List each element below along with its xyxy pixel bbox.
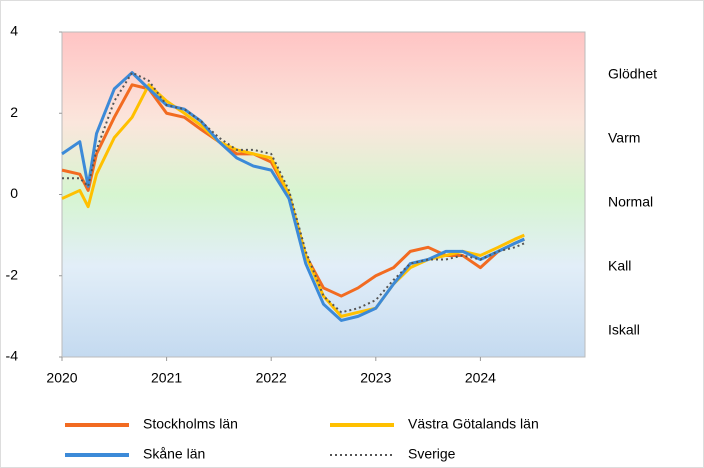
series-line	[62, 71, 525, 314]
x-tick-label: 2023	[360, 370, 391, 386]
legend-label: Stockholms län	[143, 416, 238, 432]
zone-label: Varm	[608, 130, 640, 146]
y-tick-label: -2	[6, 266, 19, 282]
y-tick-label: -4	[6, 348, 19, 364]
x-tick-label: 2021	[151, 370, 182, 386]
y-tick-label: 4	[10, 23, 18, 39]
legend-label: Skåne län	[143, 446, 205, 462]
zone-label: Kall	[608, 258, 631, 274]
y-tick-label: 2	[10, 104, 18, 120]
x-tick-label: 2022	[256, 370, 287, 386]
zone-label: Glödhet	[608, 66, 657, 82]
series-line	[61, 71, 525, 322]
y-tick-label: 0	[10, 185, 18, 201]
x-tick-label: 2024	[465, 370, 496, 386]
legend-label: Sverige	[408, 446, 456, 462]
x-tick-label: 2020	[46, 370, 77, 386]
series-line	[61, 83, 525, 318]
legend-label: Västra Götalands län	[408, 416, 539, 432]
zone-label: Normal	[608, 194, 653, 210]
zone-label: Iskall	[608, 322, 640, 338]
